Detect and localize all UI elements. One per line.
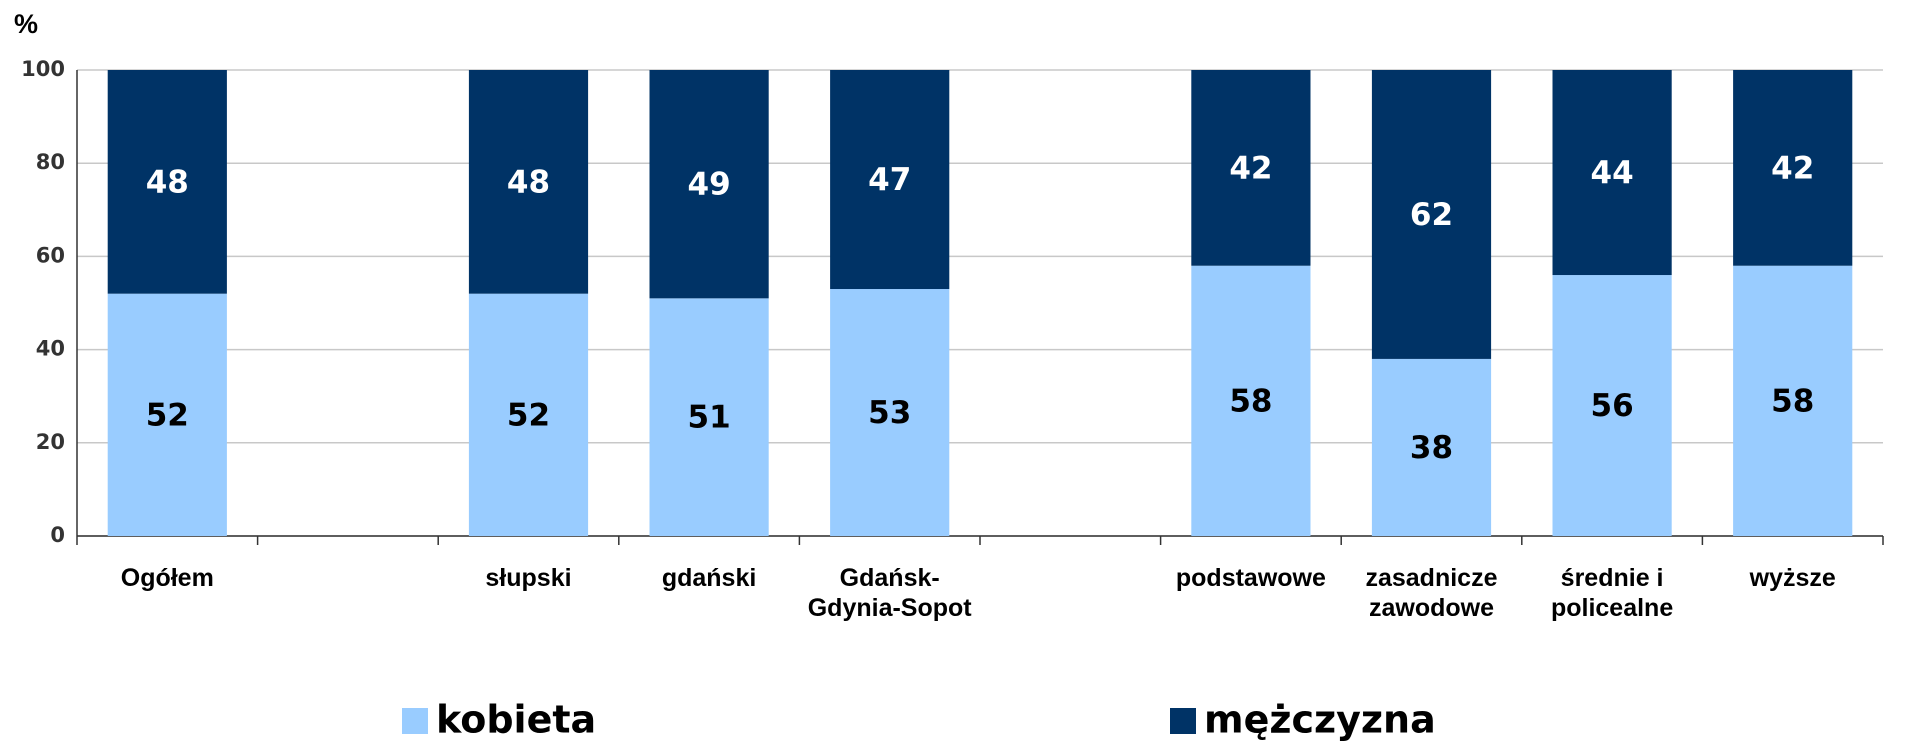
data-label: 38 xyxy=(1410,430,1453,466)
bar-segment xyxy=(1191,265,1311,536)
bar-segment xyxy=(830,289,950,536)
bar-segment xyxy=(649,298,769,536)
bar-segment xyxy=(1371,358,1492,536)
data-label: 52 xyxy=(507,397,550,433)
bar-segment xyxy=(468,70,589,294)
bar-segment xyxy=(1552,275,1672,536)
bar-segment xyxy=(830,70,950,290)
y-axis-label: % xyxy=(14,9,38,39)
bar-segment xyxy=(107,293,227,536)
data-label: 62 xyxy=(1410,197,1453,233)
bar-segment xyxy=(649,70,769,299)
x-tick-label: średnie i policealne xyxy=(1550,564,1674,622)
legend-label: kobieta xyxy=(436,698,596,742)
y-tick-label: 20 xyxy=(36,430,65,454)
data-label: 47 xyxy=(868,162,911,198)
data-label: 42 xyxy=(1771,150,1814,186)
y-tick-label: 60 xyxy=(36,243,65,267)
x-tick-label: Ogółem xyxy=(120,564,214,592)
data-label: 56 xyxy=(1591,388,1634,424)
x-tick-label: Gdańsk-Gdynia-Sopot xyxy=(807,564,972,622)
data-label: 48 xyxy=(507,164,550,200)
x-tick-label: podstawowe xyxy=(1175,564,1326,592)
x-tick-label: gdański xyxy=(661,564,757,592)
data-label: 49 xyxy=(688,167,731,203)
data-label: 52 xyxy=(146,397,189,433)
bar-segment xyxy=(1733,70,1853,266)
data-label: 58 xyxy=(1229,383,1272,419)
x-tick-label: słupski xyxy=(485,564,572,592)
data-label: 44 xyxy=(1591,155,1634,191)
bar-segment xyxy=(107,70,227,294)
bar-segment xyxy=(468,293,589,536)
bar-segment xyxy=(1191,70,1311,266)
data-label: 48 xyxy=(146,164,189,200)
data-label: 51 xyxy=(688,400,731,436)
y-tick-label: 0 xyxy=(50,523,65,547)
data-label: 53 xyxy=(868,395,911,431)
y-tick-label: 80 xyxy=(36,150,65,174)
y-tick-label: 40 xyxy=(36,337,65,361)
bar-segment xyxy=(1733,265,1853,536)
x-tick-label: wyższe xyxy=(1749,564,1836,592)
data-label: 58 xyxy=(1771,383,1814,419)
legend-swatch xyxy=(1170,708,1196,734)
data-label: 42 xyxy=(1229,150,1272,186)
bar-segment xyxy=(1552,70,1672,276)
legend-label: mężczyzna xyxy=(1204,698,1436,742)
bar-segment xyxy=(1371,70,1492,359)
legend-swatch xyxy=(402,708,428,734)
x-tick-label: zasadnicze zawodowe xyxy=(1365,564,1498,622)
y-tick-label: 100 xyxy=(21,57,65,81)
